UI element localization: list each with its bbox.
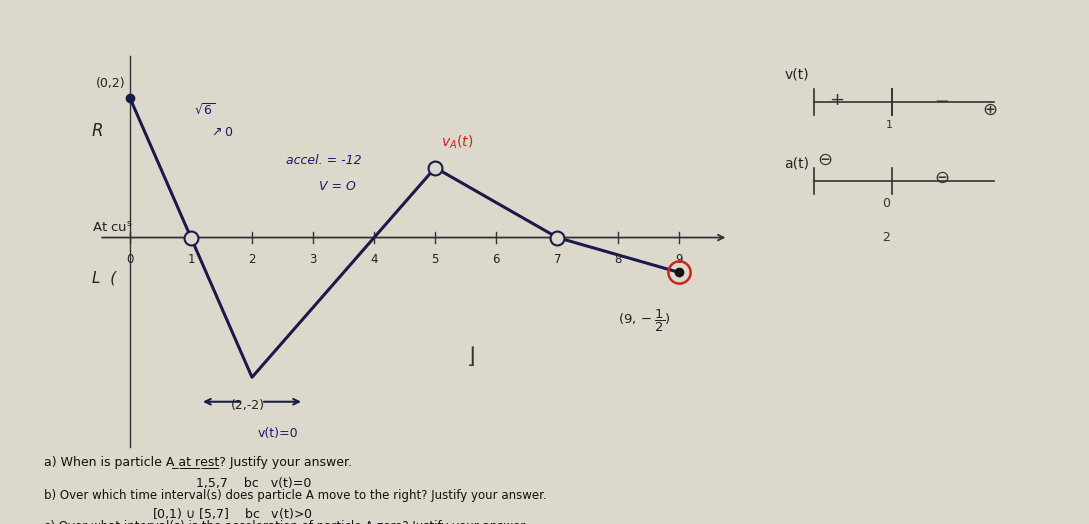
Text: L  (: L ( <box>91 271 117 286</box>
Text: v(t)=0: v(t)=0 <box>258 427 298 440</box>
Text: $\oplus$: $\oplus$ <box>982 101 998 119</box>
Text: R: R <box>91 122 103 140</box>
Text: 0: 0 <box>126 253 134 266</box>
Text: a(t): a(t) <box>784 157 809 171</box>
Text: a) When is particle A ̲a̲t̲ ̲r̲e̲s̲t̲? Justify your answer.: a) When is particle A ̲a̲t̲ ̲r̲e̲s̲t̲? J… <box>44 456 352 469</box>
Text: 6: 6 <box>492 253 500 266</box>
Text: accel. = -12: accel. = -12 <box>285 154 362 167</box>
Text: 9: 9 <box>675 253 683 266</box>
Text: 1,5,7    bc   v(t)=0: 1,5,7 bc v(t)=0 <box>196 477 311 490</box>
Text: At cu$^{\rm s}$: At cu$^{\rm s}$ <box>91 221 133 235</box>
Text: 8: 8 <box>614 253 622 266</box>
Text: $(9,-\dfrac{1}{2})$: $(9,-\dfrac{1}{2})$ <box>619 308 671 334</box>
Text: $v_A(t)$: $v_A(t)$ <box>441 134 474 151</box>
Text: 5: 5 <box>431 253 439 266</box>
Text: $\ominus$: $\ominus$ <box>933 169 950 187</box>
Text: 7: 7 <box>553 253 561 266</box>
Text: 3: 3 <box>309 253 317 266</box>
Text: (0,2): (0,2) <box>96 78 126 90</box>
Text: (2,-2): (2,-2) <box>231 399 265 412</box>
Text: [0,1) $\cup$ [5,7]    bc   v(t)>0: [0,1) $\cup$ [5,7] bc v(t)>0 <box>152 506 314 521</box>
Text: $-$: $-$ <box>933 91 949 108</box>
Text: $\rfloor$: $\rfloor$ <box>466 344 475 368</box>
Text: +: + <box>829 91 844 108</box>
Text: 2: 2 <box>882 231 890 244</box>
Text: V = O: V = O <box>319 180 356 193</box>
Text: v(t): v(t) <box>784 68 809 82</box>
Text: $\ominus$: $\ominus$ <box>817 151 832 169</box>
Text: b) Over which time interval(s) does particle A move to the right? Justify your a: b) Over which time interval(s) does part… <box>44 489 547 502</box>
Text: 1: 1 <box>885 121 892 130</box>
Text: 1: 1 <box>187 253 195 266</box>
Text: $\nearrow$0: $\nearrow$0 <box>209 126 234 139</box>
Text: 0: 0 <box>882 197 890 210</box>
Text: c) Over what interval(s) is the acceleration of particle A zero? Justify your an: c) Over what interval(s) is the accelera… <box>44 520 527 524</box>
Text: 2: 2 <box>248 253 256 266</box>
Text: $\sqrt{6}$: $\sqrt{6}$ <box>194 103 215 118</box>
Text: 4: 4 <box>370 253 378 266</box>
